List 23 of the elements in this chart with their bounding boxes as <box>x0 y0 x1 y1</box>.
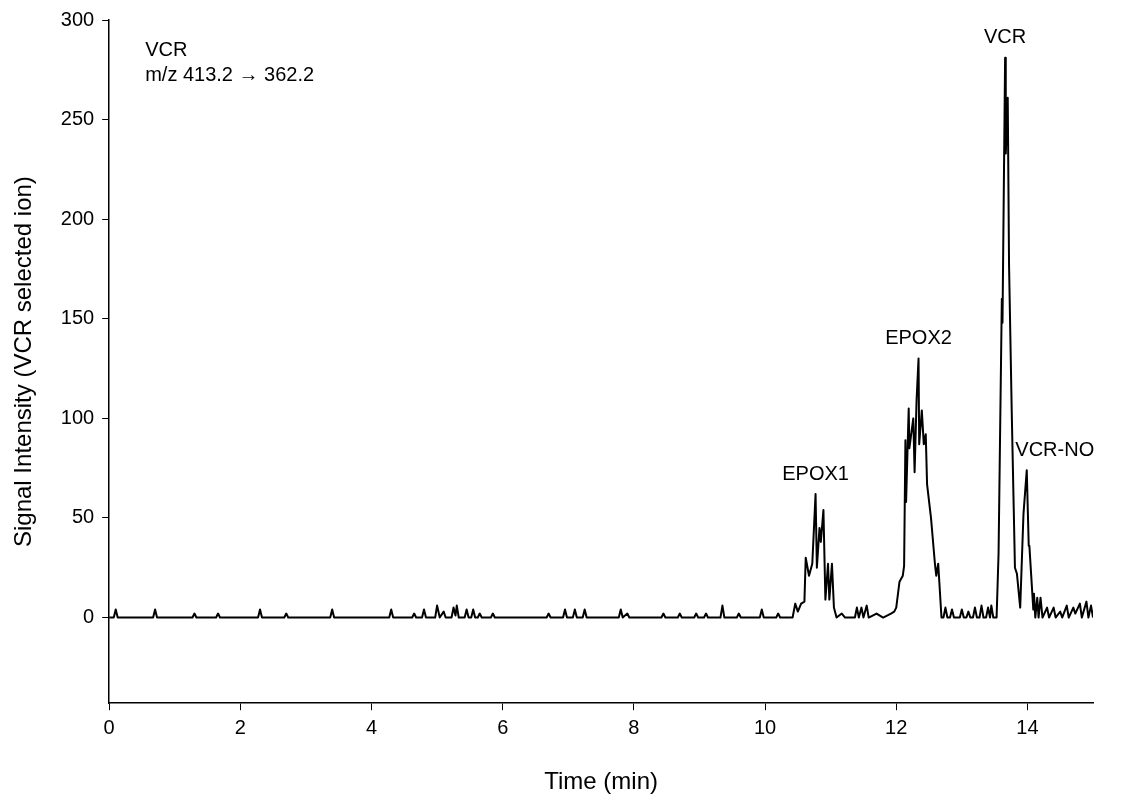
y-tick-label: 250 <box>60 107 95 130</box>
annotation: VCR <box>983 25 1027 48</box>
x-tick-label: 0 <box>103 715 115 738</box>
x-tick-label: 2 <box>234 715 246 738</box>
x-tick-label: 4 <box>365 715 378 738</box>
y-tick-label: 200 <box>60 206 95 229</box>
y-tick-label: 100 <box>60 405 95 428</box>
x-tick-label: 6 <box>497 715 509 738</box>
annotation: m/z 413.2 → 362.2 <box>145 62 315 85</box>
y-tick-label: 0 <box>83 605 95 628</box>
annotation: EPOX2 <box>885 326 952 349</box>
y-tick-label: 50 <box>71 505 95 528</box>
x-tick-label: 14 <box>1016 715 1039 738</box>
x-tick-label: 12 <box>885 715 908 738</box>
x-axis-title: Time (min) <box>544 767 658 795</box>
annotation: EPOX1 <box>782 461 849 484</box>
annotation: VCR-NO <box>1015 437 1095 460</box>
x-tick-label: 10 <box>753 715 777 738</box>
y-axis-title: Signal Intensity (VCR selected ion) <box>9 176 37 548</box>
y-tick-label: 150 <box>60 306 95 329</box>
annotation: VCR <box>145 37 188 60</box>
x-tick-label: 8 <box>628 715 640 738</box>
y-tick-label: 300 <box>60 7 95 30</box>
